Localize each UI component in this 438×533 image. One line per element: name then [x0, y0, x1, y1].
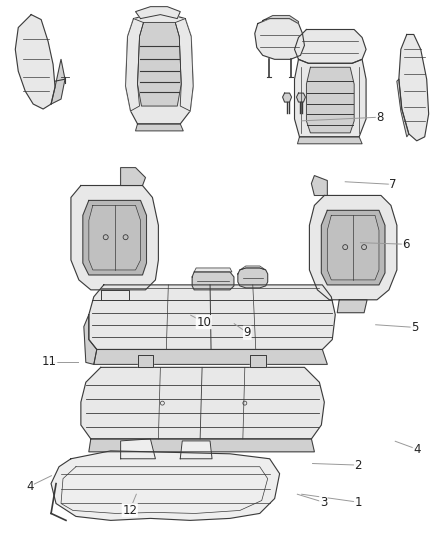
Polygon shape: [180, 441, 212, 459]
Polygon shape: [138, 22, 181, 106]
Polygon shape: [101, 290, 129, 300]
Polygon shape: [51, 451, 279, 520]
Polygon shape: [89, 439, 314, 452]
Polygon shape: [240, 266, 266, 270]
Polygon shape: [135, 6, 180, 19]
Polygon shape: [120, 168, 145, 185]
Polygon shape: [321, 211, 385, 285]
Text: 2: 2: [354, 458, 362, 472]
Polygon shape: [81, 367, 324, 439]
Polygon shape: [135, 124, 183, 131]
Text: 11: 11: [42, 356, 57, 368]
Polygon shape: [120, 439, 155, 459]
Polygon shape: [397, 79, 409, 137]
Text: 4: 4: [26, 480, 33, 493]
Text: 9: 9: [244, 326, 251, 339]
Polygon shape: [194, 268, 232, 272]
Polygon shape: [255, 19, 304, 59]
Polygon shape: [175, 19, 193, 111]
Polygon shape: [89, 285, 335, 350]
Polygon shape: [309, 196, 397, 300]
Text: 10: 10: [196, 316, 211, 329]
Polygon shape: [94, 350, 327, 365]
Polygon shape: [263, 15, 298, 23]
Text: 3: 3: [320, 496, 327, 508]
Polygon shape: [71, 185, 159, 290]
Polygon shape: [311, 175, 327, 196]
Polygon shape: [297, 137, 362, 144]
Text: 8: 8: [376, 111, 384, 124]
Text: 5: 5: [411, 321, 419, 334]
Polygon shape: [83, 200, 146, 275]
Text: 4: 4: [413, 443, 421, 456]
Polygon shape: [238, 268, 268, 288]
Polygon shape: [126, 19, 144, 111]
Polygon shape: [283, 93, 292, 102]
Polygon shape: [89, 205, 141, 270]
Text: 7: 7: [389, 178, 397, 191]
Polygon shape: [192, 272, 234, 290]
Polygon shape: [297, 93, 305, 102]
Polygon shape: [294, 29, 366, 63]
Polygon shape: [307, 67, 354, 133]
Polygon shape: [250, 356, 266, 367]
Polygon shape: [84, 314, 97, 365]
Polygon shape: [337, 300, 367, 313]
Polygon shape: [15, 14, 55, 109]
Polygon shape: [294, 59, 366, 137]
Text: 1: 1: [354, 496, 362, 508]
Text: 12: 12: [122, 504, 137, 516]
Text: 6: 6: [403, 238, 410, 251]
Polygon shape: [138, 356, 153, 367]
Polygon shape: [399, 35, 429, 141]
Polygon shape: [327, 215, 379, 280]
Polygon shape: [126, 12, 193, 124]
Polygon shape: [51, 59, 65, 104]
